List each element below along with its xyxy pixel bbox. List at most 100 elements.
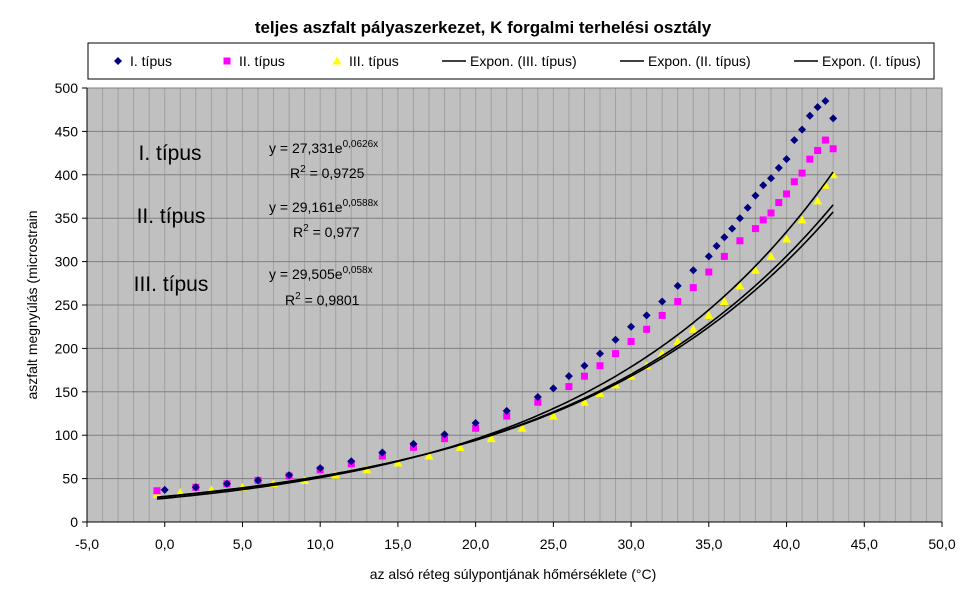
data-point — [759, 181, 768, 190]
data-point — [580, 361, 589, 370]
data-point — [378, 448, 387, 457]
data-point — [254, 476, 262, 485]
legend-entry-5: Expon. (II. típus) — [620, 53, 751, 69]
data-point — [362, 465, 372, 474]
data-point — [774, 163, 783, 172]
data-point — [704, 252, 713, 261]
x-tick-label: 45,0 — [851, 536, 878, 552]
y-tick-label: 350 — [55, 210, 79, 226]
data-point — [719, 297, 729, 306]
data-point — [579, 397, 589, 406]
trendlines — [156, 171, 834, 500]
legend: I. típus II. típus III. típus Expon. (III. … — [114, 53, 921, 69]
data-point — [642, 311, 651, 320]
data-point — [191, 483, 200, 492]
grid-lines — [87, 88, 942, 522]
legend-label: II. típus — [239, 53, 285, 69]
data-point — [783, 190, 791, 198]
data-point — [595, 389, 605, 398]
data-point — [611, 335, 620, 344]
trendline-2 — [156, 204, 834, 499]
annotation-type-1: I. típus y = 27,331e0,0626x R2 = 0,9725 — [138, 139, 378, 181]
data-point — [673, 336, 683, 345]
x-tick-label: 50,0 — [928, 536, 955, 552]
equation-type-2: y = 29,161e0,0588x — [269, 198, 378, 215]
data-point — [720, 252, 728, 260]
data-point — [627, 322, 636, 331]
x-tick-label: 30,0 — [617, 536, 644, 552]
annotation-label-type-3: III. típus — [134, 273, 209, 296]
data-point — [564, 372, 573, 381]
x-tick-label: 20,0 — [462, 536, 489, 552]
legend-entry-3: III. típus — [332, 53, 399, 69]
annotation-label-type-1: I. típus — [138, 142, 201, 165]
data-point — [627, 337, 635, 345]
data-point — [712, 241, 721, 250]
data-point — [393, 458, 403, 467]
x-tick-label: 40,0 — [773, 536, 800, 552]
data-point — [798, 169, 806, 177]
data-point — [643, 325, 651, 333]
data-point — [658, 297, 667, 306]
y-tick-label: 0 — [70, 514, 78, 530]
equation-type-1: y = 27,331e0,0626x — [269, 139, 378, 156]
x-tick-label: 10,0 — [307, 536, 334, 552]
data-point — [471, 419, 480, 428]
data-point — [767, 174, 775, 183]
x-tick-label: 5,0 — [233, 536, 253, 552]
x-tick-label: 35,0 — [695, 536, 722, 552]
data-point — [160, 485, 169, 494]
data-point — [797, 215, 807, 224]
data-point — [688, 324, 698, 333]
data-point — [829, 114, 838, 123]
x-tick-label: 25,0 — [540, 536, 567, 552]
annotation-label-type-2: II. típus — [137, 205, 206, 228]
legend-label: Expon. (III. típus) — [470, 53, 577, 69]
data-point — [689, 266, 698, 275]
data-point — [596, 349, 604, 358]
data-point — [805, 111, 814, 120]
legend-marker — [332, 56, 342, 65]
x-tick-label: 0,0 — [155, 536, 175, 552]
data-points — [152, 97, 838, 498]
data-point — [704, 310, 714, 319]
data-point — [316, 464, 325, 473]
legend-entry-4: Expon. (III. típus) — [442, 53, 577, 69]
data-point — [565, 383, 573, 391]
y-tick-label: 150 — [55, 384, 79, 400]
y-tick-label: 200 — [55, 340, 79, 356]
chart-title: teljes aszfalt pályaszerkezet, K forgalm… — [255, 18, 712, 37]
data-point — [673, 281, 682, 290]
data-point — [503, 412, 511, 420]
annotation-type-2: II. típus y = 29,161e0,0588x R2 = 0,977 — [137, 198, 379, 240]
axes: 0 50 100 150 200 250 300 350 400 450 500 -5,0 0,0 5,0… — [55, 80, 956, 552]
data-point — [549, 384, 558, 393]
data-point — [486, 434, 496, 443]
data-point — [782, 155, 791, 164]
data-point — [548, 411, 558, 420]
data-point — [766, 251, 776, 260]
data-point — [813, 103, 822, 112]
annotation-type-3: III. típus y = 29,505e0,058x R2 = 0,9801 — [134, 265, 373, 308]
data-point — [705, 268, 713, 276]
x-tick-label: -5,0 — [75, 536, 99, 552]
data-point — [735, 214, 744, 223]
data-point — [751, 225, 759, 233]
y-tick-label: 100 — [55, 427, 79, 443]
y-tick-label: 450 — [55, 123, 79, 139]
data-point — [455, 442, 465, 451]
y-tick-label: 50 — [62, 471, 78, 487]
data-point — [759, 216, 767, 224]
data-point — [821, 136, 829, 144]
data-point — [285, 471, 294, 480]
r2-type-3: R2 = 0,9801 — [285, 291, 360, 308]
data-point — [743, 203, 752, 212]
data-point — [790, 178, 798, 186]
data-point — [775, 199, 783, 207]
y-tick-label: 500 — [55, 80, 79, 96]
legend-label: Expon. (I. típus) — [822, 53, 921, 69]
data-point — [658, 311, 666, 319]
data-point — [750, 265, 760, 274]
data-point — [534, 398, 542, 406]
data-point — [347, 457, 356, 466]
